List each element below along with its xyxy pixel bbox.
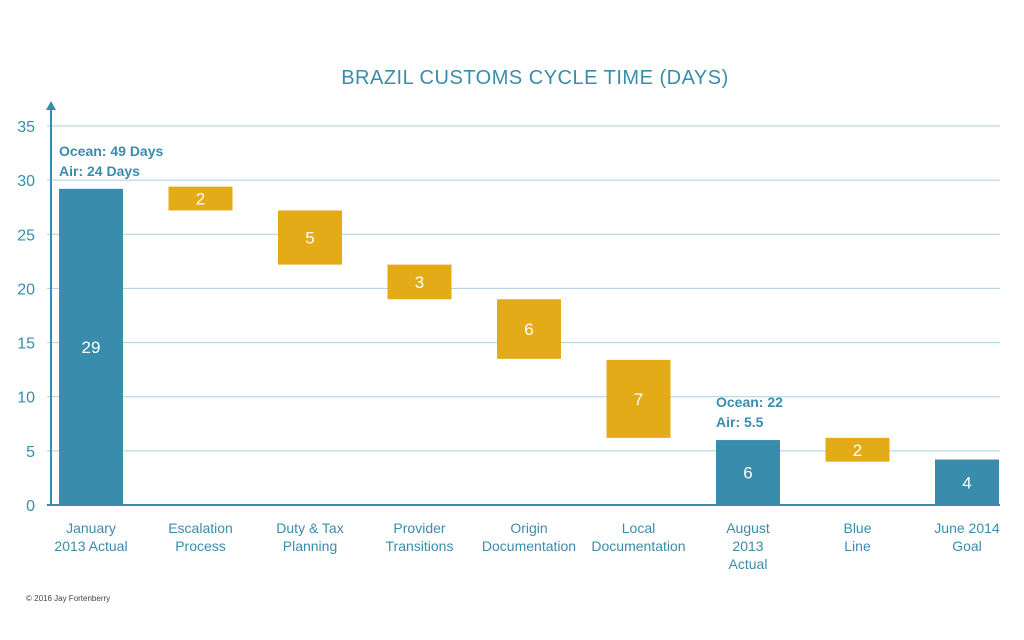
y-tick-label: 20 [17,281,35,298]
annotation-text: Ocean: 22 [716,394,783,410]
x-tick-label: Provider [393,520,445,536]
x-tick-label: Local [622,520,655,536]
x-tick-label: Planning [283,538,338,554]
y-tick-label: 25 [17,227,35,244]
copyright-text: © 2016 Jay Fortenberry [26,594,110,603]
y-tick-label: 5 [26,444,35,461]
x-tick-label: June 2014 [934,520,1000,536]
chart-title: BRAZIL CUSTOMS CYCLE TIME (DAYS) [341,67,729,89]
y-axis-tick-labels: 0 5 10 15 20 25 30 35 [17,119,35,515]
x-tick-label: Transitions [386,538,454,554]
y-tick-label: 15 [17,336,35,353]
step-bar [278,210,342,265]
y-axis [46,101,1000,506]
y-axis-arrow [46,101,56,110]
x-tick-label: Escalation [168,520,233,536]
x-tick-label: Actual [729,556,768,572]
y-tick-label: 0 [26,498,35,515]
annotation-text: Air: 24 Days [59,163,140,179]
step-bar [387,264,452,300]
total-bar [716,440,780,505]
bar-value-label: 4 [962,473,971,492]
annotations: Ocean: 49 Days Air: 24 Days Ocean: 22 Air: … [59,143,783,430]
y-tick-label: 10 [17,390,35,407]
bar-value-label: 2 [196,190,205,209]
x-tick-label: Process [175,538,226,554]
x-tick-label: January [66,520,116,536]
step-bar [168,186,233,211]
bars [59,186,999,505]
y-tick-label: 35 [17,119,35,136]
gridlines [47,125,1000,452]
x-tick-label: Line [844,538,871,554]
total-bar [59,188,123,505]
x-tick-label: 2013 [732,538,763,554]
annotation-text: Ocean: 49 Days [59,143,163,159]
bar-value-label: 29 [82,338,101,357]
step-bar [825,437,890,462]
bar-value-label: 6 [524,320,533,339]
step-bar [497,299,561,359]
x-tick-label: Origin [510,520,547,536]
y-tick-label: 30 [17,173,35,190]
x-tick-label: Goal [952,538,982,554]
bar-value-label: 3 [415,273,424,292]
annotation-text: Air: 5.5 [716,414,764,430]
bar-value-label: 7 [634,390,643,409]
x-tick-label: Blue [843,520,871,536]
bar-value-label: 2 [853,441,862,460]
bar-value-labels: 29 2 5 3 6 7 6 2 4 [82,190,972,493]
step-bar [606,359,671,438]
x-tick-label: August [726,520,770,536]
x-tick-label: 2013 Actual [54,538,127,554]
x-tick-label: Documentation [591,538,685,554]
total-bar [935,459,999,505]
bar-value-label: 6 [743,464,752,483]
x-tick-label: Duty & Tax [276,520,343,536]
bar-value-label: 5 [305,229,314,248]
x-axis-category-labels: January 2013 Actual Escalation Process Duty … [54,520,999,572]
x-tick-label: Documentation [482,538,576,554]
